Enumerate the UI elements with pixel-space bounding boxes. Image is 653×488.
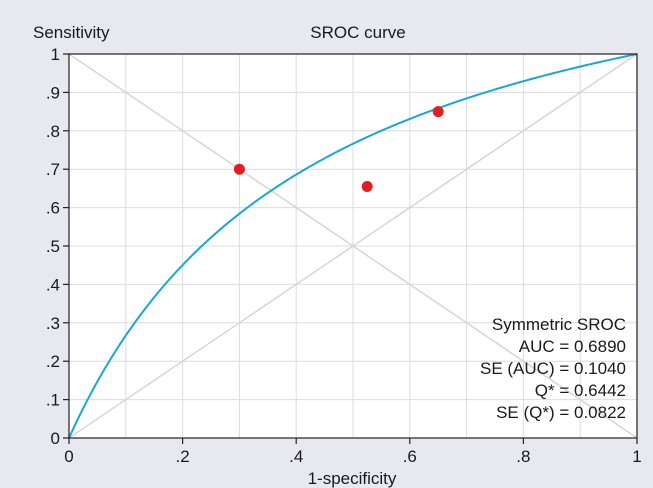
data-point-1	[361, 180, 373, 192]
x-tick-label-0: 0	[64, 447, 73, 466]
y-tick-label-2: .2	[46, 352, 60, 371]
x-tick-label-5: 1	[632, 447, 641, 466]
y-tick-label-8: .8	[46, 122, 60, 141]
annotation-se-q-star: SE (Q*) = 0.0822	[496, 403, 626, 422]
annotation-auc: AUC = 0.6890	[519, 337, 626, 356]
data-point-2	[432, 106, 444, 118]
chart-title: SROC curve	[310, 23, 405, 42]
y-tick-label-10: 1	[51, 45, 60, 64]
y-tick-label-1: .1	[46, 391, 60, 410]
x-axis-label: 1-specificity	[308, 469, 397, 488]
y-tick-label-6: .6	[46, 199, 60, 218]
axes	[63, 53, 638, 444]
x-tick-label-2: .4	[289, 447, 303, 466]
y-tick-label-9: .9	[46, 83, 60, 102]
annotation-se-auc: SE (AUC) = 0.1040	[480, 359, 626, 378]
anti-diagonal-reference-line	[68, 53, 638, 439]
x-tick-label-1: .2	[176, 447, 190, 466]
annotation-method: Symmetric SROC	[492, 315, 626, 334]
y-tick-label-3: .3	[46, 314, 60, 333]
tick-labels: 0 .1 .2 .3 .4 .5 .6 .7 .8 .9 1 0 .2 .4 .6 .8 1	[46, 45, 642, 466]
reference-lines	[68, 53, 638, 439]
y-tick-label-4: .4	[46, 275, 60, 294]
y-tick-label-5: .5	[46, 237, 60, 256]
sroc-curve-line	[68, 53, 638, 439]
statistics-annotation: Symmetric SROC AUC = 0.6890 SE (AUC) = 0…	[480, 315, 626, 422]
annotation-q-star: Q* = 0.6442	[535, 381, 626, 400]
data-points	[233, 106, 444, 192]
x-tick-label-3: .6	[403, 447, 417, 466]
y-tick-label-7: .7	[46, 160, 60, 179]
data-point-0	[233, 163, 245, 175]
y-axis-label: Sensitivity	[33, 23, 110, 42]
y-tick-label-0: 0	[51, 429, 60, 448]
x-tick-label-4: .8	[516, 447, 530, 466]
